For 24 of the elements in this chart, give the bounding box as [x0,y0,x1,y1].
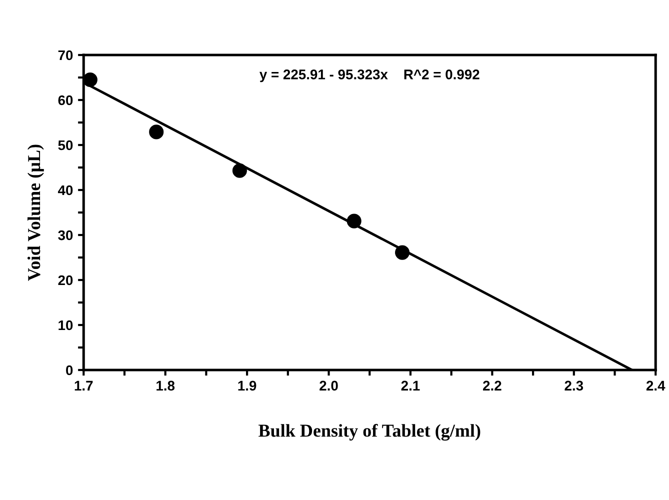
y-axis-title: Void Volume (µL) [28,144,44,281]
x-tick-label: 2.1 [401,380,420,390]
y-tick-label: 70 [58,50,73,60]
x-tick-label: 2.4 [646,380,666,390]
x-tick-label: 1.8 [156,380,175,391]
x-axis-title: Bulk Density of Tablet (g/ml) [258,424,480,441]
y-tick-label: 0 [66,365,73,376]
y-tick-label: 60 [58,95,73,106]
point [232,163,247,178]
x-tick-label: 2.2 [483,380,502,390]
y-tick-label: 30 [58,230,73,240]
point [84,72,98,88]
x-tick-label: 2.3 [564,380,584,391]
point [149,124,164,140]
y-tick-label: 40 [58,185,73,196]
annotation: y = 225.91 - 95.323x R^2 = 0.992 [260,70,480,82]
x-tick-label: 2.0 [320,380,338,391]
point [395,245,410,260]
point [346,214,362,228]
y-tick-label: 10 [58,320,73,330]
y-tick-label: 20 [58,275,73,286]
x-tick-label: 1.9 [238,380,256,391]
y-tick-label: 50 [58,140,73,150]
x-tick-label: 1.7 [74,380,93,390]
